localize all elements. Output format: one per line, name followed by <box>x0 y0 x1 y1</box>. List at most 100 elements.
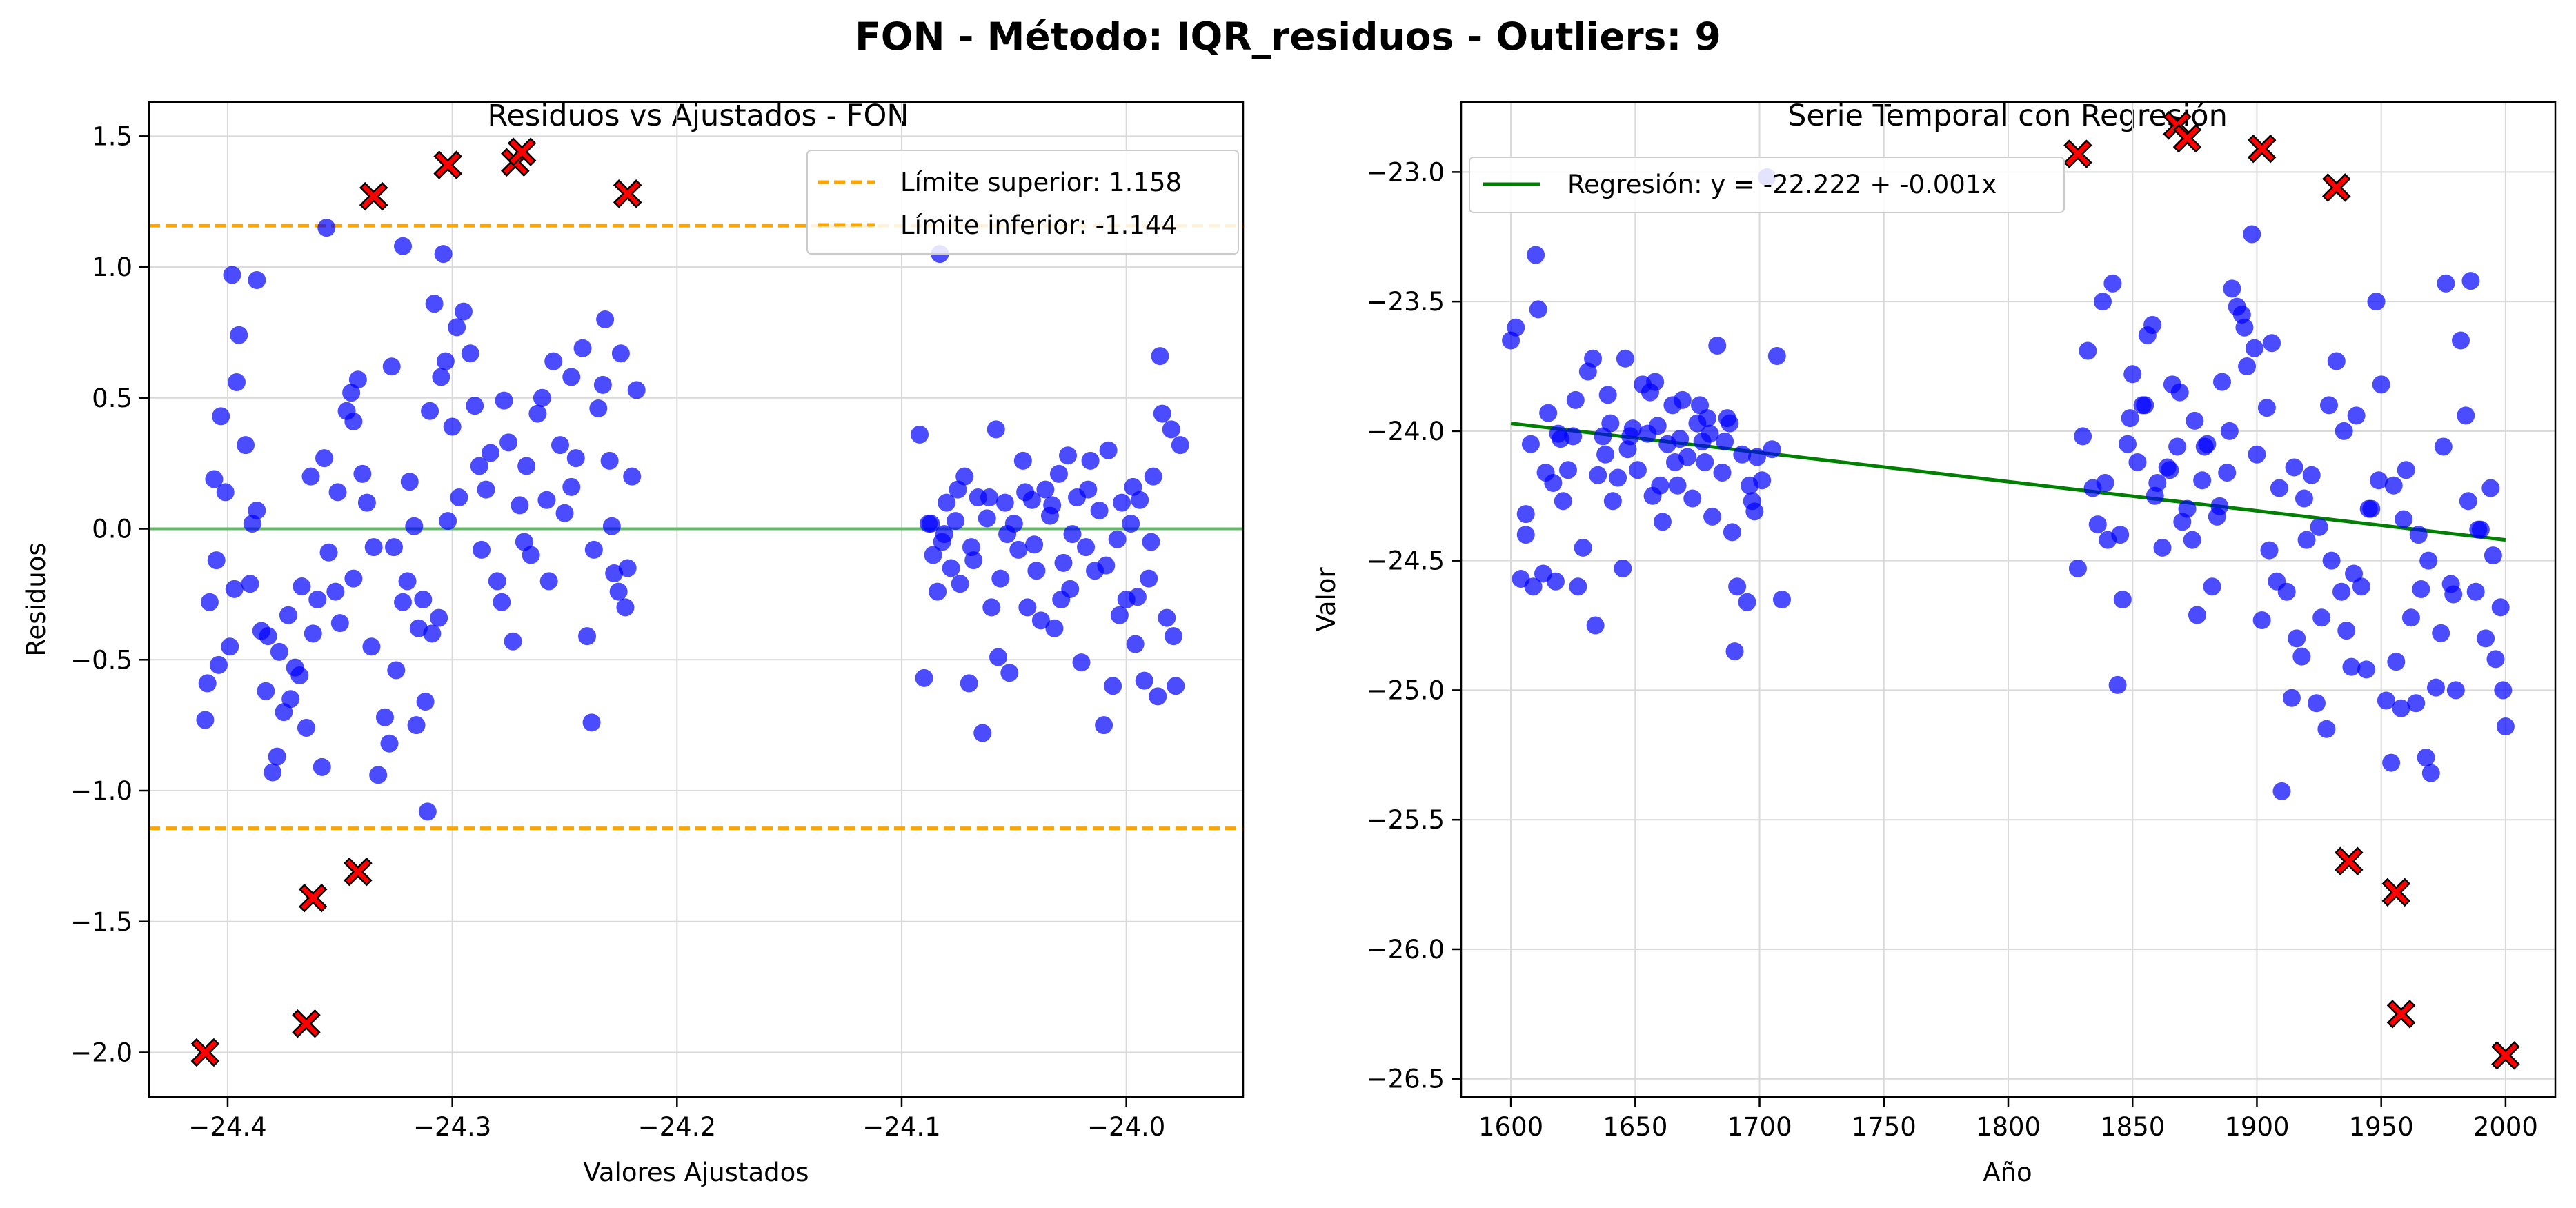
data-point <box>394 593 413 611</box>
data-point <box>555 504 574 522</box>
data-point <box>2302 466 2321 484</box>
data-point <box>1128 588 1147 606</box>
data-point <box>611 344 630 363</box>
data-point <box>2161 461 2179 479</box>
outlier-marker <box>292 1009 321 1038</box>
data-point <box>290 666 309 685</box>
data-point <box>582 713 601 732</box>
data-point <box>2409 526 2428 544</box>
data-point <box>1558 461 1577 479</box>
data-point <box>942 559 960 577</box>
data-point <box>1521 435 1540 453</box>
data-point <box>1110 606 1129 624</box>
data-point <box>1031 611 1050 630</box>
data-point <box>2342 657 2361 676</box>
data-point <box>384 538 403 557</box>
outlier-marker <box>2386 1000 2416 1029</box>
data-point <box>1016 483 1035 502</box>
data-point <box>911 425 929 444</box>
data-point <box>2459 492 2477 511</box>
y-tick-label: −25.0 <box>1367 675 1445 705</box>
data-point <box>1552 430 1570 448</box>
data-point <box>2407 694 2426 713</box>
data-point <box>1043 496 1062 515</box>
data-point <box>2103 274 2122 293</box>
x-axis-label-timeseries: Año <box>1983 1158 2032 1187</box>
data-point <box>1025 535 1044 554</box>
data-point <box>466 397 484 415</box>
data-point <box>362 637 381 656</box>
data-point <box>528 404 547 423</box>
data-point <box>1628 461 1647 479</box>
data-point <box>315 449 334 468</box>
data-point <box>1045 619 1064 637</box>
data-point <box>2466 582 2485 601</box>
data-point <box>2248 445 2266 464</box>
data-point <box>2387 653 2406 671</box>
data-point <box>1616 349 1634 368</box>
data-point <box>268 747 286 766</box>
data-point <box>544 352 563 370</box>
data-point <box>2421 764 2440 782</box>
data-point <box>488 572 506 591</box>
x-tick-label: −24.1 <box>862 1112 940 1142</box>
data-point <box>602 517 621 535</box>
data-point <box>2245 339 2263 357</box>
data-point <box>394 237 413 255</box>
y-tick-label: 0.5 <box>92 384 132 413</box>
data-point <box>2238 357 2257 376</box>
data-point <box>1013 451 1032 470</box>
data-point <box>1665 453 1684 471</box>
data-point <box>472 540 491 559</box>
data-point <box>2444 585 2463 604</box>
data-point <box>461 344 479 363</box>
xticks-timeseries: 1600 1650 1700 1750 1800 1850 1900 1950 2000 <box>1478 1097 2538 1142</box>
data-point <box>297 718 315 737</box>
data-point <box>387 661 406 680</box>
data-point <box>938 493 956 512</box>
residuals-panel: Residuos vs Ajustados - FON −24.4 −24.3 −2… <box>21 99 1245 1187</box>
legend-regression: Regresión: y = -22.222 + -0.001x <box>1567 170 1997 199</box>
data-point <box>1009 540 1028 559</box>
outlier-marker <box>613 179 642 208</box>
data-point <box>2367 293 2386 311</box>
data-point <box>1124 477 1142 496</box>
data-point <box>2377 691 2395 710</box>
data-point <box>2121 409 2139 428</box>
data-point <box>2347 406 2366 425</box>
data-point <box>1569 577 1587 596</box>
data-point <box>995 493 1014 512</box>
outlier-marker <box>2247 134 2277 164</box>
data-point <box>1673 390 1692 409</box>
data-point <box>2285 458 2303 477</box>
outlier-marker <box>359 181 388 211</box>
data-point <box>221 637 239 656</box>
data-point <box>2384 476 2403 495</box>
data-point <box>539 572 558 591</box>
data-point <box>1516 526 1535 544</box>
data-point <box>344 569 363 588</box>
data-point <box>1703 507 1722 526</box>
points-timeseries <box>1502 168 2515 800</box>
data-point <box>623 467 642 486</box>
data-point <box>1653 513 1672 531</box>
data-point <box>566 449 585 468</box>
data-point <box>2096 474 2114 493</box>
x-tick-label: 1900 <box>2224 1112 2289 1142</box>
x-axis-label-residuals: Valores Ajustados <box>583 1158 809 1187</box>
data-point <box>1596 445 1615 464</box>
data-point <box>1153 404 1171 423</box>
data-point <box>2457 406 2475 425</box>
data-point <box>400 473 419 491</box>
data-point <box>982 598 1001 617</box>
data-point <box>2307 694 2326 713</box>
data-point <box>421 402 439 420</box>
x-tick-label: 1750 <box>1852 1112 1916 1142</box>
outlier-marker <box>190 1038 220 1067</box>
data-point <box>409 619 428 637</box>
data-point <box>308 591 327 608</box>
data-point <box>1772 591 1791 608</box>
figure-title: FON - Método: IQR_residuos - Outliers: 9 <box>855 14 1721 59</box>
legend-timeseries: Regresión: y = -22.222 + -0.001x <box>1469 157 2065 213</box>
data-point <box>616 598 635 617</box>
